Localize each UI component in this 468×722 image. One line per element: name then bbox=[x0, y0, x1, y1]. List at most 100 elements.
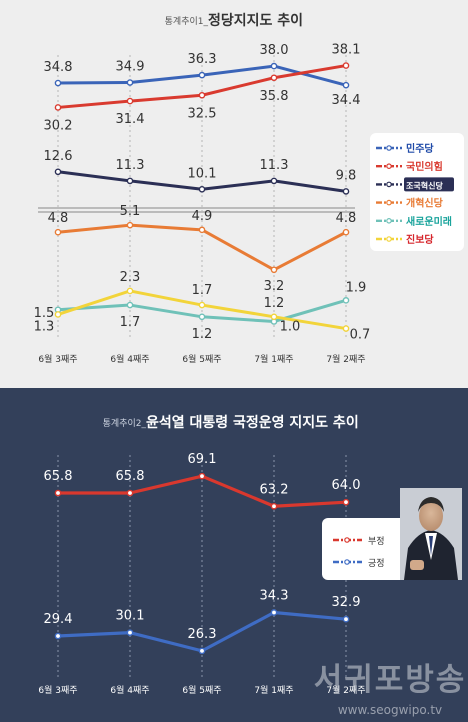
chart1-data-point bbox=[270, 62, 278, 70]
chart1-data-point bbox=[126, 221, 134, 229]
chart2-legend-label: 부정 bbox=[368, 536, 385, 547]
chart1-legend-badge bbox=[404, 177, 454, 192]
chart2-x-tick-label: 6월 4째주 bbox=[110, 684, 149, 696]
chart2-data-label: 26.3 bbox=[188, 627, 217, 642]
watermark-url: www.seogwipo.tv bbox=[338, 703, 442, 717]
chart1-data-point bbox=[198, 91, 206, 99]
chart1-data-point bbox=[54, 168, 62, 176]
chart1-data-point bbox=[270, 266, 278, 274]
chart1-x-tick-label: 6월 3째주 bbox=[38, 353, 77, 365]
chart2-data-label: 65.8 bbox=[116, 469, 145, 484]
chart2-data-point bbox=[270, 502, 278, 510]
chart2-data-point bbox=[342, 498, 350, 506]
chart2-data-label: 32.9 bbox=[332, 595, 361, 610]
chart1-legend-marker bbox=[386, 145, 392, 151]
chart2-legend-marker bbox=[344, 559, 350, 565]
chart1-data-point bbox=[198, 71, 206, 79]
chart1-data-label: 9.8 bbox=[336, 168, 357, 183]
chart1-data-label: 38.0 bbox=[260, 43, 289, 58]
chart2-data-point bbox=[126, 489, 134, 497]
chart1-legend-marker bbox=[386, 199, 392, 206]
chart1-legend-marker bbox=[386, 163, 392, 170]
chart1-x-tick-label: 6월 5째주 bbox=[182, 353, 221, 365]
chart1-data-point bbox=[198, 301, 206, 309]
chart1-data-label: 1.7 bbox=[192, 283, 213, 298]
watermark: 서귀포방송 www.seogwipo.tv bbox=[314, 662, 465, 717]
chart1-data-label: 1.3 bbox=[34, 319, 55, 334]
chart2-title-prefix: 통계추이2_ bbox=[103, 417, 147, 429]
chart2-data-label: 29.4 bbox=[44, 612, 73, 627]
chart1-data-label: 36.3 bbox=[188, 52, 217, 67]
chart1-data-point bbox=[270, 74, 278, 82]
chart1-data-label: 1.2 bbox=[264, 296, 285, 311]
chart1-data-label: 2.3 bbox=[120, 270, 141, 285]
chart1-data-label: 34.4 bbox=[332, 93, 361, 108]
chart1-legend-marker bbox=[386, 181, 392, 188]
chart2-legend-label: 긍정 bbox=[368, 558, 385, 569]
chart1-data-point bbox=[270, 313, 278, 321]
chart2-data-label: 34.3 bbox=[260, 588, 289, 603]
chart2-legend-marker bbox=[344, 537, 350, 543]
chart1-data-point bbox=[126, 301, 134, 309]
chart2-x-tick-label: 7월 2째주 bbox=[326, 684, 365, 696]
chart1-data-point bbox=[342, 228, 350, 236]
chart2-data-point bbox=[126, 629, 134, 636]
president-photo bbox=[400, 488, 462, 580]
chart2-data-point bbox=[54, 632, 62, 640]
chart2-x-tick-label: 7월 1째주 bbox=[254, 684, 293, 696]
chart2-data-label: 69.1 bbox=[188, 452, 217, 467]
chart1-data-label: 30.2 bbox=[44, 118, 73, 133]
chart2-x-tick-label: 6월 5째주 bbox=[182, 684, 221, 696]
chart2-title: 윤석열 대통령 국정운영 지지도 추이 bbox=[146, 414, 359, 431]
chart1-x-tick-label: 7월 2째주 bbox=[326, 353, 365, 365]
chart1-data-label: 11.3 bbox=[260, 158, 289, 173]
chart1-data-label: 32.5 bbox=[188, 106, 217, 121]
chart1-data-label: 35.8 bbox=[260, 89, 289, 104]
chart1-data-label: 1.2 bbox=[192, 327, 213, 342]
chart2-data-label: 65.8 bbox=[44, 469, 73, 484]
chart1-data-point bbox=[54, 79, 62, 87]
chart1-data-point bbox=[198, 185, 206, 193]
chart1-data-point bbox=[342, 81, 350, 89]
chart1-legend-marker bbox=[386, 236, 392, 242]
chart1-data-label: 31.4 bbox=[116, 112, 145, 127]
chart2-data-point bbox=[54, 489, 62, 497]
chart1-legend-label: 민주당 bbox=[406, 142, 434, 155]
chart1-data-label: 3.2 bbox=[264, 279, 285, 294]
chart1-legend-label: 개혁신당 bbox=[406, 197, 444, 210]
chart1-title: 정당지지도 추이 bbox=[208, 12, 303, 29]
chart1-legend-label: 국민의힘 bbox=[406, 160, 443, 173]
chart1-data-point bbox=[342, 325, 350, 332]
chart1-data-label: 5.1 bbox=[120, 204, 141, 219]
chart1-data-point bbox=[126, 79, 134, 86]
chart1-legend-marker bbox=[386, 218, 392, 224]
chart2-data-label: 64.0 bbox=[332, 478, 361, 493]
chart1-data-label: 0.7 bbox=[350, 328, 371, 343]
chart1-x-tick-label: 7월 1째주 bbox=[254, 353, 293, 365]
chart1-data-label: 4.9 bbox=[192, 209, 213, 224]
chart1-data-point bbox=[198, 226, 206, 234]
chart1-data-label: 1.5 bbox=[34, 306, 55, 321]
chart1-data-label: 1.9 bbox=[346, 280, 367, 295]
chart1-data-label: 34.9 bbox=[116, 60, 145, 75]
chart2-x-tick-label: 6월 3째주 bbox=[38, 684, 77, 696]
chart1-data-point bbox=[342, 297, 350, 304]
chart1-data-point bbox=[342, 62, 350, 69]
chart1-data-point bbox=[126, 177, 134, 185]
chart1-data-label: 1.0 bbox=[280, 320, 301, 335]
chart1-data-label: 10.1 bbox=[188, 166, 217, 181]
chart1-data-point bbox=[126, 97, 134, 105]
chart1-data-label: 4.8 bbox=[336, 211, 357, 226]
chart1-legend-label: 조국혁신당 bbox=[406, 180, 443, 190]
chart1-data-label: 11.3 bbox=[116, 158, 145, 173]
chart1-title-prefix: 통계추이1_ bbox=[165, 15, 209, 27]
chart1-x-tick-label: 6월 4째주 bbox=[110, 353, 149, 365]
chart1-data-point bbox=[126, 287, 134, 295]
chart2-data-point bbox=[342, 615, 350, 623]
chart2-data-point bbox=[270, 609, 278, 616]
chart1-legend-label: 새로운미래 bbox=[406, 215, 452, 228]
